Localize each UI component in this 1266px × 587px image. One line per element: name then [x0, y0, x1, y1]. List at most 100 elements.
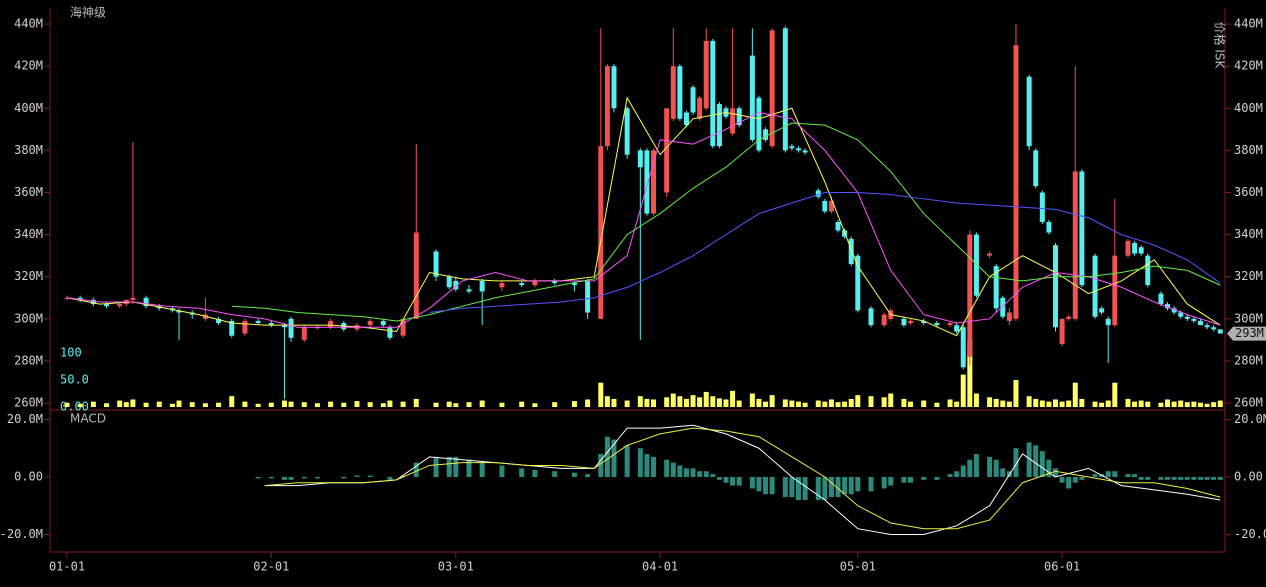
volume-bar: [479, 400, 485, 408]
macd-bar: [466, 459, 472, 477]
candle-body: [868, 308, 874, 326]
macd-bar: [993, 459, 999, 477]
candle-body: [954, 325, 960, 332]
volume-bar: [1039, 400, 1045, 408]
volume-bar: [908, 401, 914, 408]
candle-body: [670, 66, 676, 119]
candle-body: [1000, 297, 1006, 317]
candle-body: [1145, 255, 1151, 286]
macd-bar: [301, 476, 307, 479]
y-tick-label: 280M: [14, 353, 43, 367]
volume-bar: [756, 398, 762, 408]
y-tick-label: 280M: [1234, 353, 1263, 367]
macd-bar: [604, 436, 610, 477]
macd-bar: [453, 456, 459, 477]
macd-bar: [446, 456, 452, 477]
volume-bar: [604, 396, 610, 408]
candle-body: [479, 280, 485, 292]
candle-body: [795, 148, 801, 151]
candle-body: [77, 297, 83, 300]
macd-bar: [255, 476, 261, 479]
macd-bar: [677, 465, 683, 477]
y-tick-label: -20.0M: [0, 527, 43, 541]
candle-body: [104, 304, 110, 307]
volume-bar: [993, 398, 999, 408]
macd-bar: [888, 476, 894, 486]
moving-average: [66, 96, 1221, 337]
macd-bar: [1079, 476, 1085, 480]
y-tick-label: -20.0M: [1234, 527, 1266, 541]
volume-bar: [117, 400, 123, 408]
macd-bar: [967, 459, 973, 477]
y-tick-label: 0.00: [1234, 469, 1263, 483]
candle-body: [117, 304, 123, 307]
volume-bar: [202, 403, 208, 408]
macd-bar: [499, 465, 505, 477]
macd-bar: [960, 465, 966, 477]
candle-body: [1184, 316, 1190, 319]
candle-body: [1072, 171, 1078, 319]
volume-bar: [967, 340, 973, 408]
macd-bar: [1138, 476, 1144, 480]
volume-bar: [611, 398, 617, 408]
volume-bar: [901, 398, 907, 408]
volume-bar: [532, 403, 538, 408]
volume-bar: [413, 398, 419, 408]
candle-body: [229, 320, 235, 336]
candle-body: [987, 253, 993, 256]
volume-bar: [1059, 401, 1065, 408]
volume-bar: [1112, 382, 1118, 408]
macd-bar: [1204, 476, 1210, 480]
macd-bar: [947, 474, 953, 477]
macd-bar: [611, 439, 617, 477]
volume-tick-label: 50.0: [60, 373, 89, 387]
candle-body: [1066, 316, 1072, 319]
macd-bar: [1158, 476, 1164, 480]
x-tick-label: 02-01: [253, 560, 289, 574]
candle-body: [822, 200, 828, 212]
candle-body: [763, 129, 769, 140]
candle-body: [242, 320, 248, 334]
macd-bar: [367, 475, 373, 477]
candle-body: [367, 320, 373, 326]
y-tick-label: 0.00: [14, 469, 43, 483]
volume-bar: [400, 401, 406, 408]
macd-bar: [644, 453, 650, 477]
volume-bar: [1092, 401, 1098, 408]
volume-bar: [176, 400, 182, 408]
candle-body: [1211, 327, 1217, 330]
candle-body: [802, 150, 808, 153]
last-price-label: 293M: [1235, 326, 1264, 340]
macd-bar: [1066, 476, 1072, 489]
candle-body: [288, 318, 294, 338]
volume-tick-label: 0.00: [60, 400, 89, 414]
candle-body: [1112, 255, 1118, 326]
volume-bar: [1171, 401, 1177, 408]
volume-bar: [453, 403, 459, 408]
candle-body: [756, 97, 762, 151]
macd-bar: [354, 475, 360, 477]
candle-body: [301, 327, 307, 340]
volume-bar: [763, 401, 769, 408]
candle-body: [1105, 318, 1111, 326]
macd-bar: [1125, 474, 1131, 477]
macd-bar: [934, 476, 940, 480]
volume-bar: [281, 400, 287, 408]
macd-bar: [769, 476, 775, 495]
candle-body: [268, 323, 274, 326]
volume-bar: [328, 401, 334, 408]
volume-bar: [314, 403, 320, 408]
volume-bar: [169, 403, 175, 408]
candle-body: [281, 325, 287, 328]
macd-bar: [730, 476, 736, 486]
volume-bar: [143, 402, 149, 408]
candle-body: [1026, 76, 1032, 147]
volume-bar: [1217, 400, 1223, 408]
y-tick-label: 440M: [14, 17, 43, 31]
volume-bar: [921, 400, 927, 408]
candle-body: [1197, 320, 1203, 326]
macd-bar: [703, 471, 709, 477]
macd-bar: [716, 476, 722, 480]
volume-tick-label: 100: [60, 345, 82, 359]
candle-body: [216, 318, 222, 324]
